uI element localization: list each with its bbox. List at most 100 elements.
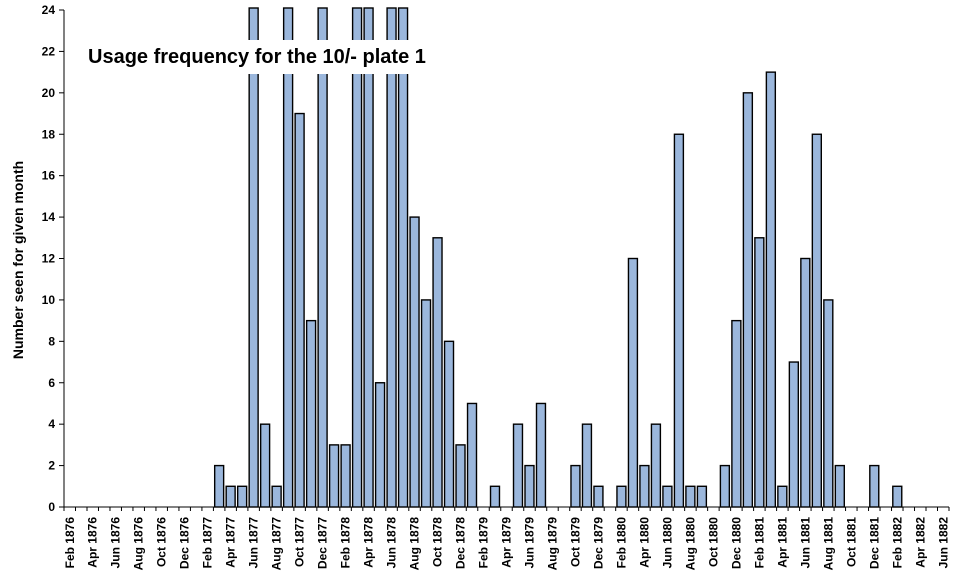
x-tick-label: Feb 1878	[339, 517, 353, 569]
bar-dec-1879	[593, 485, 604, 508]
x-tick-label: Oct 1880	[706, 517, 720, 567]
bar-apr-1877	[225, 485, 236, 508]
y-tick-label: 22	[42, 44, 56, 58]
bar-aug-1880	[685, 485, 696, 508]
x-tick-label: Dec 1877	[316, 517, 330, 569]
x-tick-label: Apr 1878	[362, 517, 376, 568]
x-tick-label: Oct 1878	[431, 517, 445, 567]
bar-oct-1877	[294, 112, 305, 508]
x-tick-label: Dec 1880	[729, 517, 743, 569]
chart-title: Usage frequency for the 10/- plate 1	[88, 46, 426, 68]
bar-apr-1880	[639, 464, 650, 508]
y-tick-label: 6	[48, 376, 55, 390]
bar-mar-1877	[213, 464, 225, 508]
bar-jul-1877	[259, 423, 271, 508]
x-tick-label: Oct 1876	[155, 517, 169, 567]
x-tick-label: Aug 1877	[270, 517, 284, 571]
x-tick-label: Feb 1877	[201, 517, 215, 569]
x-tick-label: Jun 1879	[522, 517, 536, 569]
bar-dec-1877	[317, 7, 328, 508]
x-tick-label: Jun 1878	[385, 517, 399, 569]
x-tick-label: Oct 1879	[568, 517, 582, 567]
bar-mar-1879	[489, 485, 501, 508]
bar-jul-1878	[397, 7, 409, 508]
bar-mar-1878	[351, 7, 363, 508]
y-tick-label: 14	[42, 210, 56, 224]
bar-sep-1881	[834, 464, 845, 508]
x-tick-label: Feb 1876	[63, 517, 77, 569]
bar-mar-1880	[627, 257, 639, 508]
bar-oct-1878	[432, 237, 443, 508]
bar-may-1877	[236, 485, 248, 508]
x-tick-label: Jun 1882	[936, 517, 950, 569]
x-tick-label: Oct 1881	[844, 517, 858, 567]
x-tick-label: Apr 1876	[86, 517, 100, 568]
bar-dec-1880	[731, 319, 742, 508]
title-background	[82, 40, 448, 74]
x-tick-label: Dec 1879	[591, 517, 605, 569]
x-tick-label: Dec 1876	[178, 517, 192, 569]
bar-jun-1880	[662, 485, 673, 508]
x-tick-label: Dec 1881	[867, 517, 881, 569]
bar-jul-1879	[535, 402, 547, 508]
x-tick-label: Aug 1880	[683, 517, 697, 571]
y-tick-label: 20	[42, 86, 56, 100]
x-ticks-layer: Feb 1876 Apr 1876 Jun 1876 Aug 1876 Oct 1876…	[63, 507, 950, 571]
bar-apr-1881	[777, 485, 788, 508]
y-tick-label: 0	[48, 500, 55, 514]
x-tick-label: Apr 1881	[775, 517, 789, 568]
x-tick-label: Aug 1878	[408, 517, 422, 571]
bar-may-1880	[650, 423, 662, 508]
y-tick-label: 4	[48, 417, 55, 431]
x-tick-label: Aug 1876	[132, 517, 146, 571]
bar-nov-1877	[305, 319, 317, 508]
bar-feb-1882	[892, 485, 903, 508]
x-tick-label: Apr 1879	[500, 517, 514, 568]
bar-jul-1881	[811, 133, 823, 508]
x-tick-label: Jun 1881	[798, 517, 812, 569]
bars-layer	[213, 7, 903, 508]
bar-may-1881	[788, 361, 800, 508]
bar-sep-1878	[420, 299, 432, 508]
x-tick-label: Apr 1880	[637, 517, 651, 568]
bar-dec-1881	[869, 464, 880, 508]
bar-jul-1880	[673, 133, 685, 508]
bar-aug-1878	[409, 216, 420, 508]
bar-jun-1881	[800, 257, 811, 508]
bar-oct-1879	[570, 464, 581, 508]
bar-feb-1880	[616, 485, 627, 508]
bar-may-1878	[374, 382, 386, 508]
bar-jan-1879	[466, 402, 478, 508]
bar-may-1879	[512, 423, 524, 508]
y-tick-label: 2	[48, 459, 55, 473]
bar-mar-1881	[765, 71, 777, 508]
bar-feb-1878	[340, 444, 351, 508]
x-tick-label: Jun 1880	[660, 517, 674, 569]
bar-nov-1880	[719, 464, 731, 508]
x-tick-label: Aug 1881	[821, 517, 835, 571]
bar-jun-1877	[248, 7, 259, 508]
x-tick-label: Oct 1877	[293, 517, 307, 567]
x-tick-label: Jun 1877	[247, 517, 261, 569]
bar-jan-1881	[742, 92, 754, 508]
x-tick-label: Aug 1879	[545, 517, 559, 571]
x-tick-label: Feb 1879	[477, 517, 491, 569]
bar-nov-1878	[443, 340, 455, 508]
y-tick-label: 24	[42, 3, 56, 17]
title-background-layer	[82, 40, 448, 74]
bar-aug-1877	[271, 485, 282, 508]
x-tick-label: Feb 1882	[890, 517, 904, 569]
y-tick-label: 12	[42, 252, 56, 266]
bar-sep-1877	[282, 7, 294, 508]
x-tick-label: Feb 1881	[752, 517, 766, 569]
x-tick-label: Apr 1877	[224, 517, 238, 568]
bar-sep-1880	[696, 485, 708, 508]
bar-jun-1878	[386, 7, 397, 508]
x-tick-label: Apr 1882	[913, 517, 927, 568]
y-tick-label: 18	[42, 127, 56, 141]
bar-feb-1881	[754, 237, 765, 508]
bar-jan-1878	[328, 444, 340, 508]
y-tick-label: 10	[42, 293, 56, 307]
